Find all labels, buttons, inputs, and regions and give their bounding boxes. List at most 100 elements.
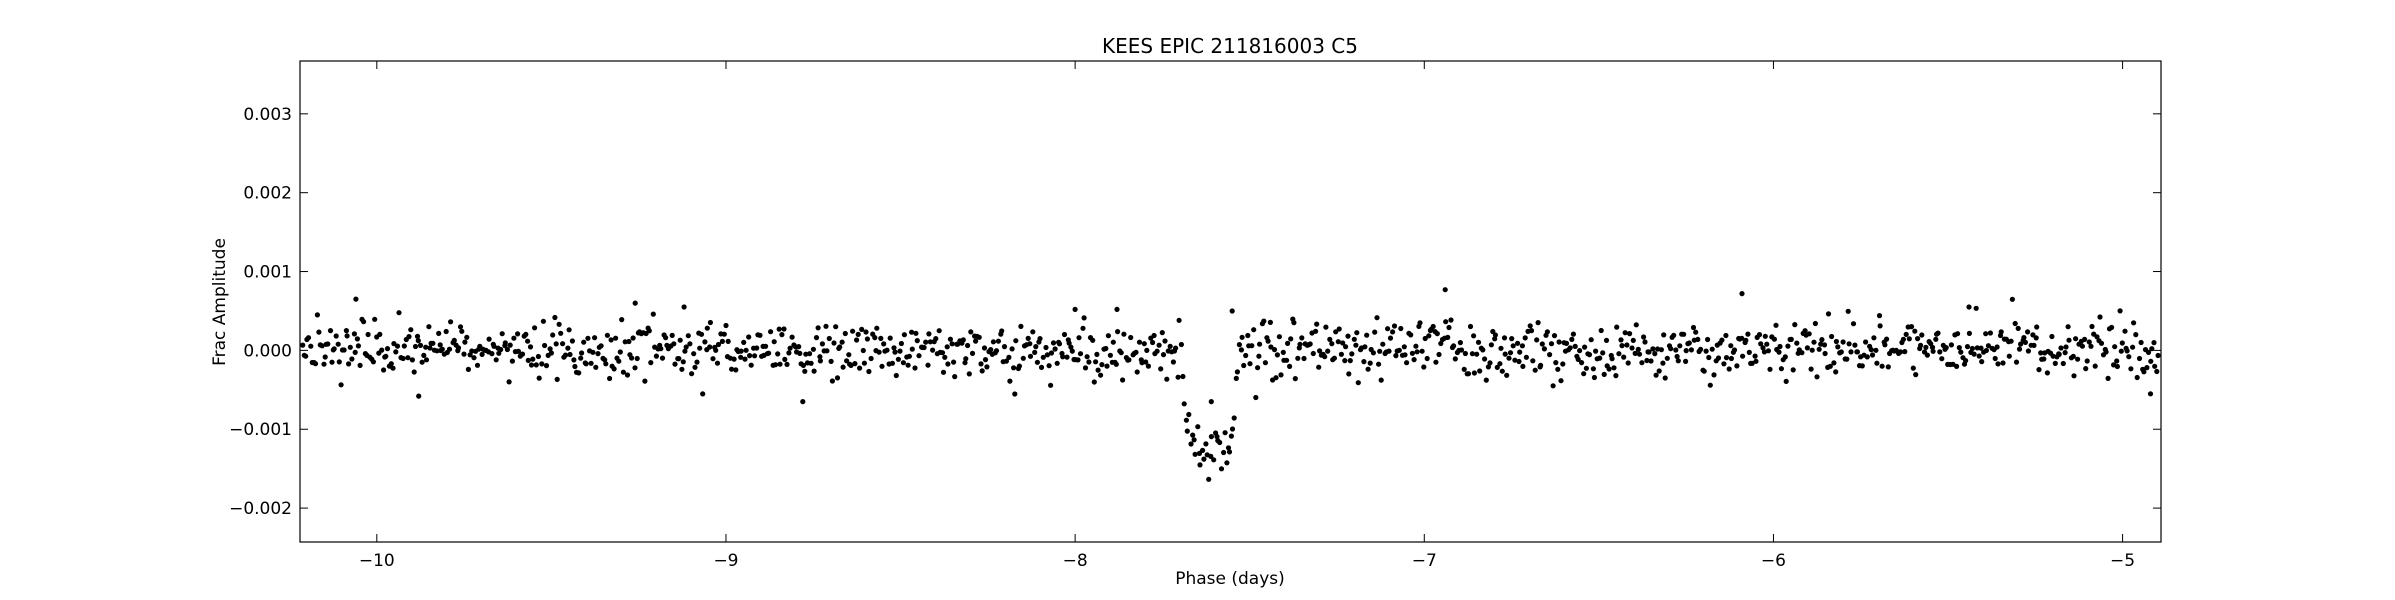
data-point bbox=[319, 343, 325, 349]
data-point bbox=[855, 331, 861, 337]
data-point bbox=[1247, 361, 1253, 367]
data-point bbox=[1668, 346, 1674, 352]
data-point bbox=[1915, 336, 1921, 342]
data-point bbox=[1075, 357, 1081, 363]
data-point bbox=[653, 353, 660, 359]
data-point bbox=[1164, 376, 1170, 382]
data-point bbox=[1128, 334, 1134, 341]
data-point bbox=[1535, 320, 1541, 326]
data-point bbox=[1978, 345, 1984, 351]
data-point bbox=[2154, 368, 2160, 375]
data-point bbox=[1285, 340, 1291, 346]
data-point bbox=[590, 349, 596, 355]
data-point bbox=[1162, 338, 1168, 344]
data-point bbox=[1558, 378, 1564, 384]
data-point bbox=[963, 356, 969, 362]
data-point bbox=[2114, 363, 2120, 370]
data-point bbox=[819, 341, 826, 347]
data-point bbox=[868, 355, 874, 362]
data-point bbox=[578, 355, 584, 361]
data-point bbox=[1231, 415, 1237, 421]
data-point bbox=[887, 335, 893, 341]
data-point bbox=[1703, 348, 1709, 354]
data-point bbox=[411, 369, 417, 375]
data-point bbox=[1040, 354, 1046, 360]
data-point bbox=[1217, 439, 1223, 446]
data-point bbox=[817, 358, 824, 364]
data-point bbox=[498, 346, 504, 353]
data-point bbox=[504, 346, 510, 353]
data-point bbox=[1267, 319, 1273, 325]
data-point bbox=[1739, 335, 1745, 341]
data-point bbox=[1027, 341, 1033, 347]
data-point bbox=[1299, 335, 1305, 341]
data-point bbox=[782, 356, 788, 362]
data-point bbox=[1012, 391, 1018, 397]
data-point bbox=[471, 355, 477, 361]
data-point bbox=[1746, 349, 1752, 355]
data-point bbox=[1206, 476, 1212, 482]
data-point bbox=[1963, 358, 1969, 364]
data-point bbox=[1734, 363, 1740, 369]
data-point bbox=[2103, 349, 2109, 355]
data-point bbox=[1809, 347, 1815, 353]
data-point bbox=[1661, 332, 1667, 338]
data-point bbox=[502, 340, 508, 346]
data-point bbox=[2033, 335, 2039, 341]
data-point bbox=[434, 348, 440, 354]
data-point bbox=[2066, 337, 2072, 343]
data-point bbox=[384, 346, 391, 352]
data-point bbox=[1874, 360, 1880, 366]
data-point bbox=[1662, 375, 1668, 381]
data-point bbox=[1937, 349, 1943, 355]
data-point bbox=[952, 374, 958, 380]
data-point bbox=[550, 332, 556, 338]
data-point bbox=[2060, 360, 2066, 367]
data-point bbox=[569, 338, 576, 344]
data-point bbox=[677, 337, 683, 343]
data-point bbox=[1501, 335, 1508, 341]
data-point bbox=[1349, 351, 1355, 357]
data-point bbox=[829, 378, 836, 384]
data-point bbox=[1929, 344, 1936, 350]
data-point bbox=[581, 339, 587, 345]
data-point bbox=[1273, 375, 1279, 381]
data-point bbox=[1050, 340, 1057, 346]
data-point bbox=[1868, 347, 1874, 353]
data-point bbox=[1756, 332, 1763, 338]
data-point bbox=[1093, 359, 1099, 365]
data-point bbox=[620, 369, 627, 375]
data-point bbox=[1983, 347, 1989, 354]
data-point bbox=[766, 350, 772, 356]
data-point bbox=[2015, 325, 2021, 331]
data-point bbox=[535, 353, 542, 360]
data-point bbox=[723, 322, 729, 329]
data-point bbox=[1084, 354, 1090, 360]
data-point bbox=[754, 345, 760, 351]
data-point bbox=[1482, 356, 1488, 362]
data-point bbox=[2126, 354, 2132, 360]
data-point bbox=[1913, 372, 1919, 378]
data-point bbox=[909, 329, 915, 335]
data-point bbox=[1141, 341, 1147, 347]
data-point bbox=[1627, 331, 1633, 337]
y-tick-label: −0.001 bbox=[229, 420, 292, 440]
data-point bbox=[430, 340, 436, 346]
data-point bbox=[2138, 339, 2144, 346]
data-point bbox=[1758, 341, 1764, 347]
data-point bbox=[1912, 328, 1918, 334]
data-point bbox=[1745, 331, 1751, 337]
data-point bbox=[1390, 329, 1396, 335]
data-point bbox=[2052, 360, 2058, 366]
data-point bbox=[372, 316, 378, 322]
data-point bbox=[2031, 342, 2037, 348]
data-point bbox=[1150, 339, 1156, 346]
data-point bbox=[1007, 378, 1013, 384]
data-point bbox=[394, 343, 401, 349]
data-point bbox=[1156, 342, 1162, 348]
data-point bbox=[1752, 353, 1758, 359]
data-point bbox=[1214, 434, 1220, 440]
data-point bbox=[1077, 351, 1084, 357]
data-point bbox=[603, 361, 609, 367]
data-point bbox=[1844, 356, 1850, 362]
